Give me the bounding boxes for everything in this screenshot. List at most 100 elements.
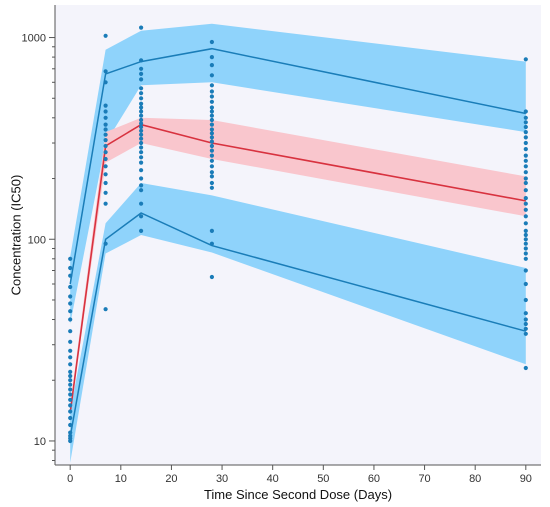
data-point: [139, 58, 144, 63]
x-tick-label: 40: [267, 473, 279, 485]
y-tick-label: 1000: [22, 33, 46, 45]
data-point: [523, 147, 528, 152]
data-point: [139, 25, 144, 30]
data-point: [209, 73, 214, 78]
data-point: [209, 113, 214, 118]
data-point: [139, 183, 144, 188]
data-point: [68, 373, 73, 379]
data-point: [209, 158, 214, 163]
data-point: [523, 120, 528, 125]
data-point: [68, 273, 73, 278]
data-point: [139, 101, 144, 106]
data-point: [139, 228, 144, 233]
data-point: [209, 228, 214, 233]
x-axis-ticks: 0 10 20 30 40 50 60 70 80 90: [67, 465, 532, 485]
data-point: [139, 176, 144, 181]
data-point: [523, 221, 528, 226]
data-point: [523, 311, 528, 316]
data-point: [523, 196, 528, 201]
data-point: [139, 145, 144, 150]
data-point: [139, 188, 144, 193]
data-point: [68, 403, 73, 408]
data-point: [103, 115, 108, 120]
data-point: [523, 281, 528, 287]
data-point: [68, 415, 73, 421]
data-point: [209, 63, 214, 68]
data-point: [139, 121, 144, 126]
data-point: [68, 309, 73, 314]
data-point: [209, 99, 214, 104]
data-point: [139, 77, 144, 82]
data-point: [139, 140, 144, 146]
data-point: [139, 109, 144, 114]
data-point: [139, 117, 144, 123]
data-point: [68, 382, 73, 387]
data-point: [523, 176, 528, 181]
data-point: [523, 158, 528, 163]
data-point: [103, 180, 108, 186]
data-point: [103, 33, 108, 38]
data-point: [523, 164, 528, 169]
data-point: [139, 128, 144, 133]
data-point: [68, 284, 73, 290]
data-point: [68, 294, 73, 299]
data-point: [139, 132, 144, 137]
x-tick-label: 60: [368, 473, 380, 485]
data-point: [523, 214, 528, 219]
data-point: [68, 348, 73, 353]
data-point: [523, 140, 528, 146]
axes: 0 10 20 30 40 50 60 70 80 90 10 100 1000: [22, 5, 541, 485]
data-point: [523, 130, 528, 135]
x-axis-title: Time Since Second Dose (Days): [204, 487, 392, 502]
prediction-band-2: [70, 183, 526, 463]
data-point: [103, 190, 108, 195]
x-tick-label: 20: [165, 473, 177, 485]
data-point: [523, 232, 528, 238]
data-point: [68, 339, 73, 344]
prediction-bands: [70, 23, 526, 463]
data-point: [103, 164, 108, 169]
data-point: [68, 329, 73, 334]
data-point: [68, 369, 73, 374]
data-point: [523, 57, 528, 62]
x-tick-label: 50: [317, 473, 329, 485]
data-point: [209, 174, 214, 179]
data-point: [103, 127, 108, 132]
data-point: [523, 321, 528, 327]
data-point: [209, 94, 214, 99]
x-tick-label: 0: [67, 473, 73, 485]
data-point: [103, 307, 108, 312]
data-point: [68, 265, 73, 271]
data-point: [68, 422, 73, 428]
data-point: [523, 135, 528, 140]
data-point: [139, 71, 144, 76]
y-tick-label: 100: [28, 234, 46, 246]
data-point: [103, 122, 108, 127]
data-point: [523, 241, 528, 246]
x-tick-label: 70: [418, 473, 430, 485]
data-point: [68, 430, 73, 435]
data-point: [209, 148, 214, 153]
data-point: [68, 378, 73, 383]
series-line-2: [69, 212, 526, 437]
data-point: [523, 180, 528, 186]
x-tick-label: 80: [469, 473, 481, 485]
data-point: [523, 237, 528, 242]
data-point: [209, 135, 214, 140]
data-point: [68, 433, 73, 438]
data-point: [139, 168, 144, 173]
data-point: [209, 109, 214, 114]
data-point: [103, 69, 108, 74]
data-point: [139, 113, 144, 118]
data-point: [139, 124, 144, 130]
data-point: [139, 66, 144, 71]
data-point: [103, 103, 108, 108]
data-point: [523, 326, 528, 331]
data-point: [68, 387, 73, 392]
data-point: [209, 274, 214, 280]
data-point: [523, 115, 528, 120]
data-point: [523, 246, 528, 251]
data-point: [209, 180, 214, 186]
data-point: [68, 317, 73, 322]
data-point: [139, 136, 144, 141]
